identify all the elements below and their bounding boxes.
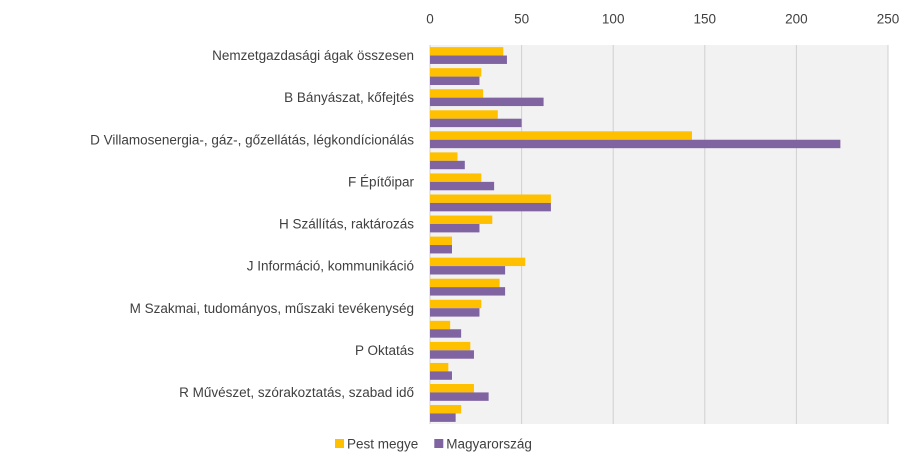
bar [430, 413, 456, 422]
x-tick-label: 50 [514, 12, 529, 27]
bar [430, 299, 482, 309]
bar [430, 320, 451, 330]
bar [430, 245, 452, 254]
plot-area [430, 45, 888, 424]
bar [430, 215, 493, 224]
y-tick-label: M Szakmai, tudományos, műszaki tevékenys… [130, 301, 414, 316]
bar [430, 308, 480, 317]
bar [430, 350, 474, 359]
bar [430, 152, 458, 161]
bar [430, 329, 462, 338]
bar [430, 97, 544, 107]
y-tick-label: H Szállítás, raktározás [279, 217, 414, 232]
bar [430, 173, 482, 182]
bar [430, 287, 506, 296]
x-tick-label: 0 [426, 12, 434, 27]
bar [430, 223, 480, 233]
bar [430, 194, 551, 203]
y-tick-label: B Bányászat, kőfejtés [284, 90, 414, 105]
bar [430, 139, 841, 149]
x-tick-label: 150 [694, 12, 717, 27]
bar [430, 236, 452, 246]
bar [430, 55, 507, 64]
y-tick-label: D Villamosenergia-, gáz-, gőzellátás, lé… [90, 132, 414, 147]
bar [430, 118, 522, 128]
legend-label: Magyarország [446, 437, 532, 452]
bar [430, 266, 506, 275]
bar [430, 181, 495, 191]
bar [430, 392, 489, 401]
y-tick-label: Nemzetgazdasági ágak összesen [212, 48, 414, 63]
bar [430, 131, 692, 140]
y-tick-label: R Művészet, szórakoztatás, szabad idő [179, 385, 414, 400]
legend-swatch [335, 439, 344, 448]
bar [430, 341, 471, 351]
x-tick-label: 200 [785, 12, 808, 27]
bar [430, 89, 484, 98]
y-tick-label: F Építőipar [348, 174, 415, 189]
x-tick-label: 250 [877, 12, 900, 27]
bar [430, 202, 551, 212]
x-tick-label: 100 [602, 12, 625, 27]
y-tick-label: J Információ, kommunikáció [247, 259, 414, 274]
bar [430, 160, 465, 170]
bar [430, 110, 498, 119]
bar [430, 371, 452, 380]
bar [430, 76, 480, 86]
legend-swatch [434, 439, 444, 448]
bar [430, 257, 526, 267]
bar [430, 362, 449, 372]
bar [430, 278, 500, 288]
bar [430, 68, 482, 77]
bar [430, 383, 474, 393]
y-tick-label: P Oktatás [355, 343, 414, 358]
bar [430, 405, 462, 414]
legend-label: Pest megye [347, 437, 418, 452]
bar [430, 47, 504, 56]
